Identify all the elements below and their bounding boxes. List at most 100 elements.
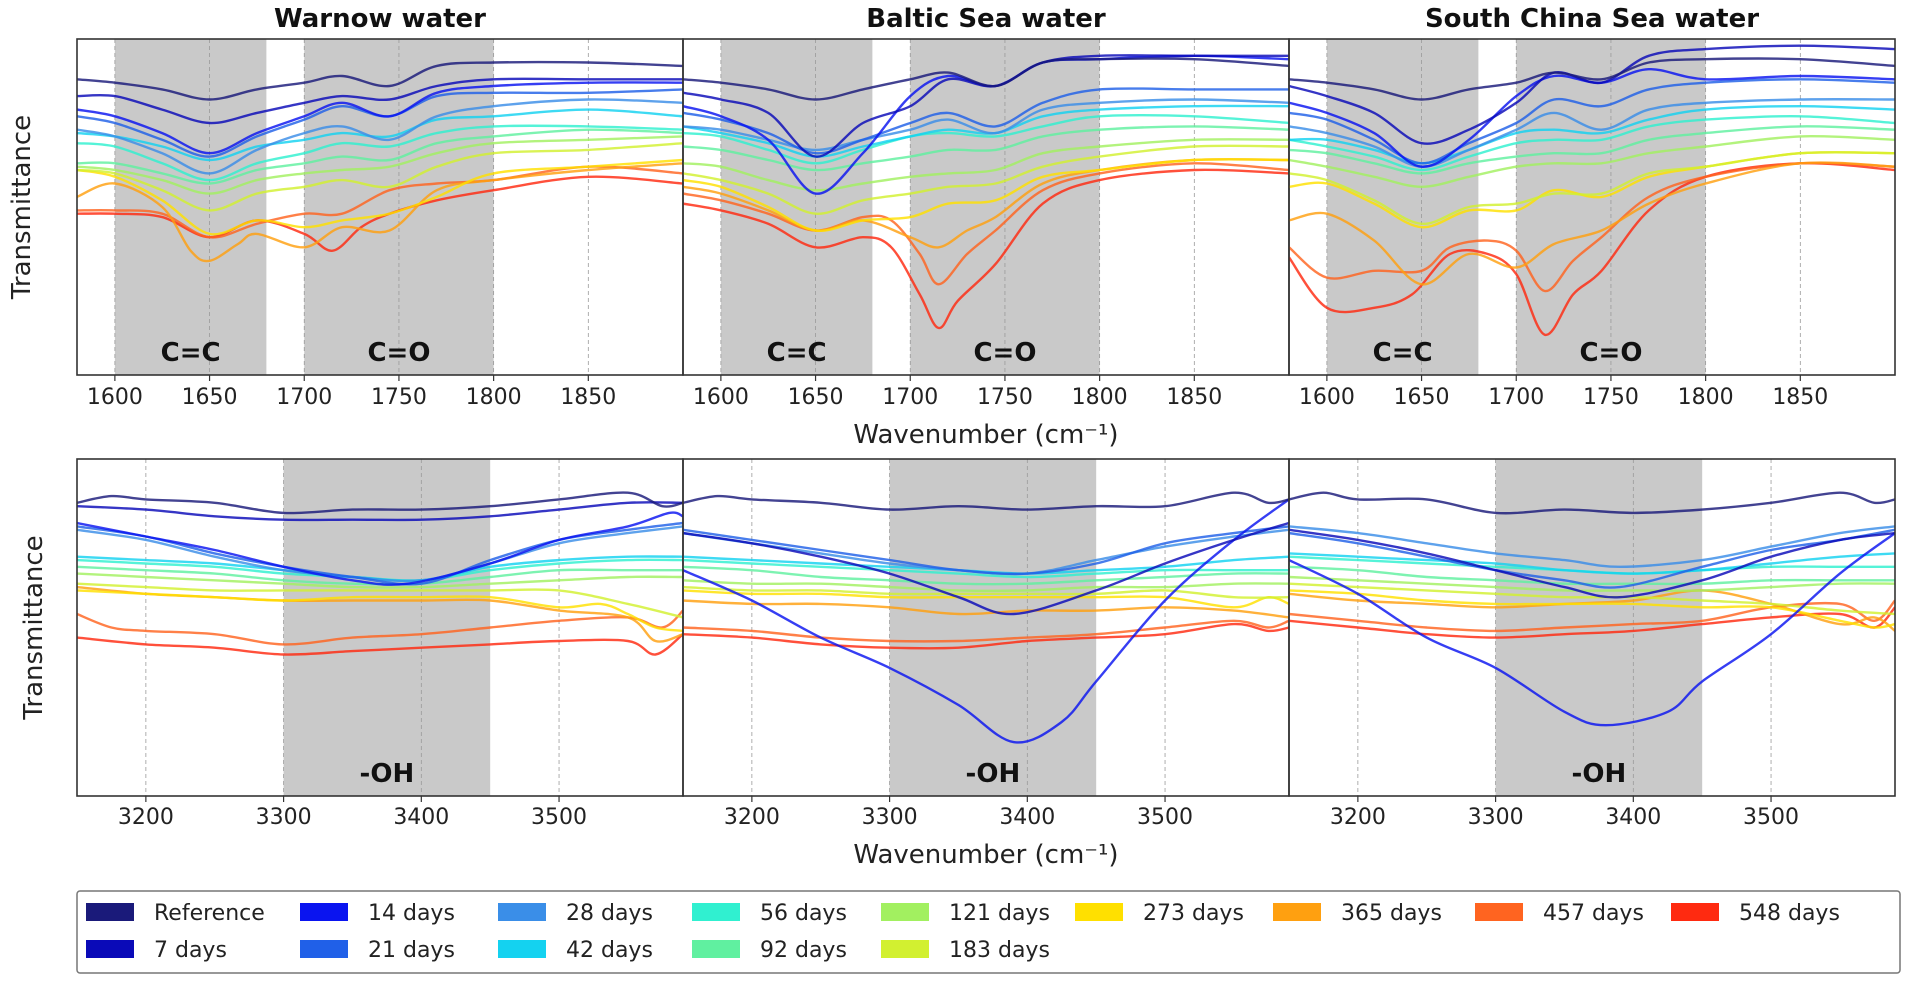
band-region: [114, 39, 267, 375]
series-line-548-days: [683, 622, 1289, 650]
legend-swatch: [498, 940, 546, 958]
legend-label: 365 days: [1341, 901, 1442, 926]
series-line-42-days: [1289, 105, 1895, 165]
x-axis-label: Wavenumber (cm⁻¹): [853, 840, 1118, 870]
panel-0: 1600 1650 1700 1750 1800 1850 C=C C=O: [76, 38, 684, 410]
band-label: C=O: [1579, 338, 1642, 368]
legend-swatch: [300, 903, 348, 921]
series-line-21-days: [683, 87, 1289, 155]
series-line-reference: [683, 491, 1289, 511]
legend-item: 273 days: [1075, 901, 1244, 926]
series-line-14-days: [683, 498, 1289, 744]
series-line-183-days: [77, 142, 683, 212]
series-line-21-days: [683, 525, 1289, 576]
series-line-548-days: [1289, 606, 1895, 639]
legend-swatch: [86, 940, 134, 958]
x-tick-label: 1800: [466, 385, 522, 410]
x-tick-label: 1700: [276, 385, 332, 410]
band-region: [1326, 39, 1479, 375]
x-tick-label: 1700: [882, 385, 938, 410]
series-line-7-days: [683, 54, 1289, 158]
legend-item: 28 days: [498, 901, 653, 926]
legend-label: 457 days: [1543, 901, 1644, 926]
series-line-28-days: [77, 98, 683, 175]
legend-label: 21 days: [368, 938, 455, 963]
legend-swatch: [1671, 903, 1719, 921]
legend-swatch: [1075, 903, 1123, 921]
series-line-365-days: [1289, 161, 1895, 286]
x-tick-label: 3300: [256, 805, 312, 830]
series-line-457-days: [683, 162, 1289, 286]
panel-4: 3200 3300 3400 3500 -OH: [682, 458, 1290, 830]
legend-swatch: [300, 940, 348, 958]
panel-5: 3200 3300 3400 3500 -OH: [1288, 458, 1896, 830]
series-line-92-days: [683, 125, 1289, 172]
legend-label: 273 days: [1143, 901, 1244, 926]
y-axis-label: Transmittance: [19, 535, 49, 720]
x-tick-label: 1750: [1583, 385, 1639, 410]
legend-item: 92 days: [692, 938, 847, 963]
series-line-121-days: [77, 135, 683, 195]
x-tick-label: 3200: [1330, 805, 1386, 830]
legend-item: 365 days: [1273, 901, 1442, 926]
x-tick-label: 1600: [87, 385, 143, 410]
series-line-121-days: [77, 572, 683, 589]
series-line-14-days: [77, 511, 683, 586]
x-tick-label: 3300: [1468, 805, 1524, 830]
band-label: C=O: [367, 338, 430, 368]
series-line-365-days: [1289, 589, 1895, 632]
series-line-7-days: [1289, 44, 1895, 145]
series-line-183-days: [683, 144, 1289, 215]
legend-label: 92 days: [760, 938, 847, 963]
series-line-28-days: [1289, 98, 1895, 168]
legend-item: 56 days: [692, 901, 847, 926]
legend-swatch: [881, 940, 929, 958]
x-tick-label: 1850: [560, 385, 616, 410]
legend-label: 7 days: [154, 938, 227, 963]
band-label: C=C: [1373, 338, 1433, 368]
series-line-21-days: [1289, 78, 1895, 165]
series-line-42-days: [1289, 552, 1895, 575]
legend-swatch: [881, 903, 929, 921]
x-tick-label: 1850: [1166, 385, 1222, 410]
series-line-457-days: [77, 165, 683, 239]
legend-item: 121 days: [881, 901, 1050, 926]
band-label: C=C: [767, 338, 827, 368]
x-tick-label: 1650: [182, 385, 238, 410]
series-line-273-days: [1289, 589, 1895, 629]
band-label: -OH: [966, 759, 1021, 789]
x-tick-label: 3300: [862, 805, 918, 830]
legend-label: 14 days: [368, 901, 455, 926]
legend-label: 183 days: [949, 938, 1050, 963]
legend-label: 42 days: [566, 938, 653, 963]
series-line-365-days: [77, 162, 683, 263]
x-tick-label: 1750: [371, 385, 427, 410]
series-line-7-days: [683, 521, 1289, 616]
series-line-56-days: [1289, 115, 1895, 172]
x-tick-label: 1650: [788, 385, 844, 410]
x-tick-label: 1800: [1072, 385, 1128, 410]
legend-swatch: [692, 903, 740, 921]
panel-title: South China Sea water: [1425, 4, 1759, 34]
series-line-7-days: [77, 501, 683, 522]
x-tick-label: 1700: [1488, 385, 1544, 410]
band-label: C=C: [161, 338, 221, 368]
panel-frame: [1288, 458, 1896, 797]
series-line-56-days: [683, 558, 1289, 579]
x-tick-label: 3500: [531, 805, 587, 830]
x-tick-label: 1600: [1299, 385, 1355, 410]
panel-3: 3200 3300 3400 3500 -OH: [76, 458, 684, 830]
series-line-7-days: [1289, 528, 1895, 599]
series-line-457-days: [683, 619, 1289, 643]
series-line-273-days: [77, 589, 683, 633]
legend-swatch: [692, 940, 740, 958]
x-axis-label: Wavenumber (cm⁻¹): [853, 420, 1118, 450]
series-line-21-days: [1289, 528, 1895, 589]
series-line-548-days: [77, 175, 683, 252]
x-tick-label: 3200: [118, 805, 174, 830]
legend-swatch: [1475, 903, 1523, 921]
legend-label: 56 days: [760, 901, 847, 926]
series-line-183-days: [77, 582, 683, 619]
legend: Reference 7 days 14 days 21 days 28 days 42 d…: [76, 890, 1901, 974]
